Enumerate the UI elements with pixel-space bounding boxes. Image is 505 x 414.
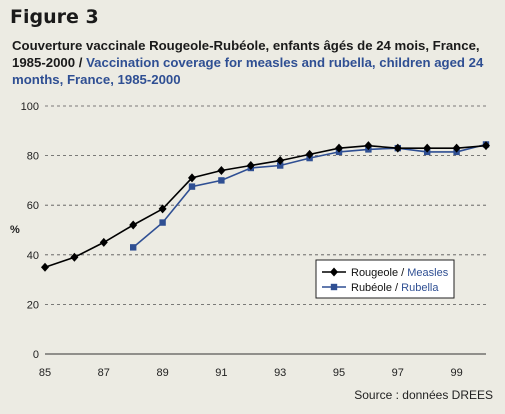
data-point-rubella — [277, 162, 284, 169]
x-tick-label: 97 — [392, 367, 404, 379]
data-point-rubella — [188, 183, 196, 190]
y-tick-label: 40 — [27, 250, 39, 262]
x-tick-label: 85 — [39, 367, 51, 379]
legend-label-fr: Rougeole — [351, 267, 398, 279]
legend-label-sep: / — [392, 282, 401, 294]
legend-marker-diamond — [330, 267, 338, 277]
data-point-rubella — [130, 244, 137, 251]
data-point-measles — [276, 156, 285, 166]
data-point-measles — [41, 262, 49, 272]
y-tick-label: 0 — [33, 349, 39, 361]
title-separator: / — [75, 55, 87, 70]
data-point-measles — [246, 161, 255, 171]
chart-title: Couverture vaccinale Rougeole-Rubéole, e… — [12, 37, 497, 88]
data-point-measles — [99, 237, 108, 247]
x-tick-label: 95 — [333, 367, 345, 379]
data-point-measles — [158, 204, 167, 214]
figure-label: Figure 3 — [10, 6, 99, 28]
data-point-measles — [217, 165, 226, 175]
y-tick-label: 20 — [27, 299, 39, 311]
data-point-measles — [423, 143, 432, 153]
y-axis-label: % — [10, 224, 20, 236]
x-tick-label: 93 — [274, 367, 286, 379]
data-point-measles — [482, 141, 490, 151]
data-point-measles — [305, 149, 314, 159]
legend-box — [315, 259, 455, 299]
y-tick-label: 60 — [27, 200, 39, 212]
y-tick-label: 100 — [21, 101, 39, 113]
data-point-measles — [188, 173, 196, 183]
legend-label-en: Rubella — [401, 282, 439, 294]
x-tick-label: 99 — [450, 367, 462, 379]
data-point-measles — [452, 143, 461, 153]
data-point-rubella — [218, 177, 225, 184]
source-note: Source : données DREES — [354, 388, 493, 402]
legend-label-fr: Rubéole — [351, 282, 392, 294]
legend-label-en: Measles — [407, 267, 448, 279]
legend-label: Rougeole / Measles — [351, 267, 449, 279]
series-line-measles — [44, 144, 487, 268]
data-point-measles — [70, 252, 79, 262]
legend-label: Rubéole / Rubella — [351, 282, 439, 294]
data-point-measles — [364, 141, 373, 151]
x-tick-label: 91 — [215, 367, 227, 379]
legend-label-sep: / — [398, 267, 407, 279]
x-tick-label: 87 — [98, 367, 110, 379]
title-english: Vaccination coverage for measles and rub… — [12, 55, 484, 87]
y-tick-label: 80 — [27, 151, 39, 163]
data-point-rubella — [159, 219, 166, 226]
legend-marker-square — [330, 283, 338, 291]
data-point-measles — [335, 143, 343, 153]
title-french: Couverture vaccinale Rougeole-Rubéole, e… — [12, 38, 480, 70]
x-tick-label: 89 — [156, 367, 168, 379]
data-point-measles — [393, 143, 402, 153]
data-point-measles — [129, 220, 138, 230]
